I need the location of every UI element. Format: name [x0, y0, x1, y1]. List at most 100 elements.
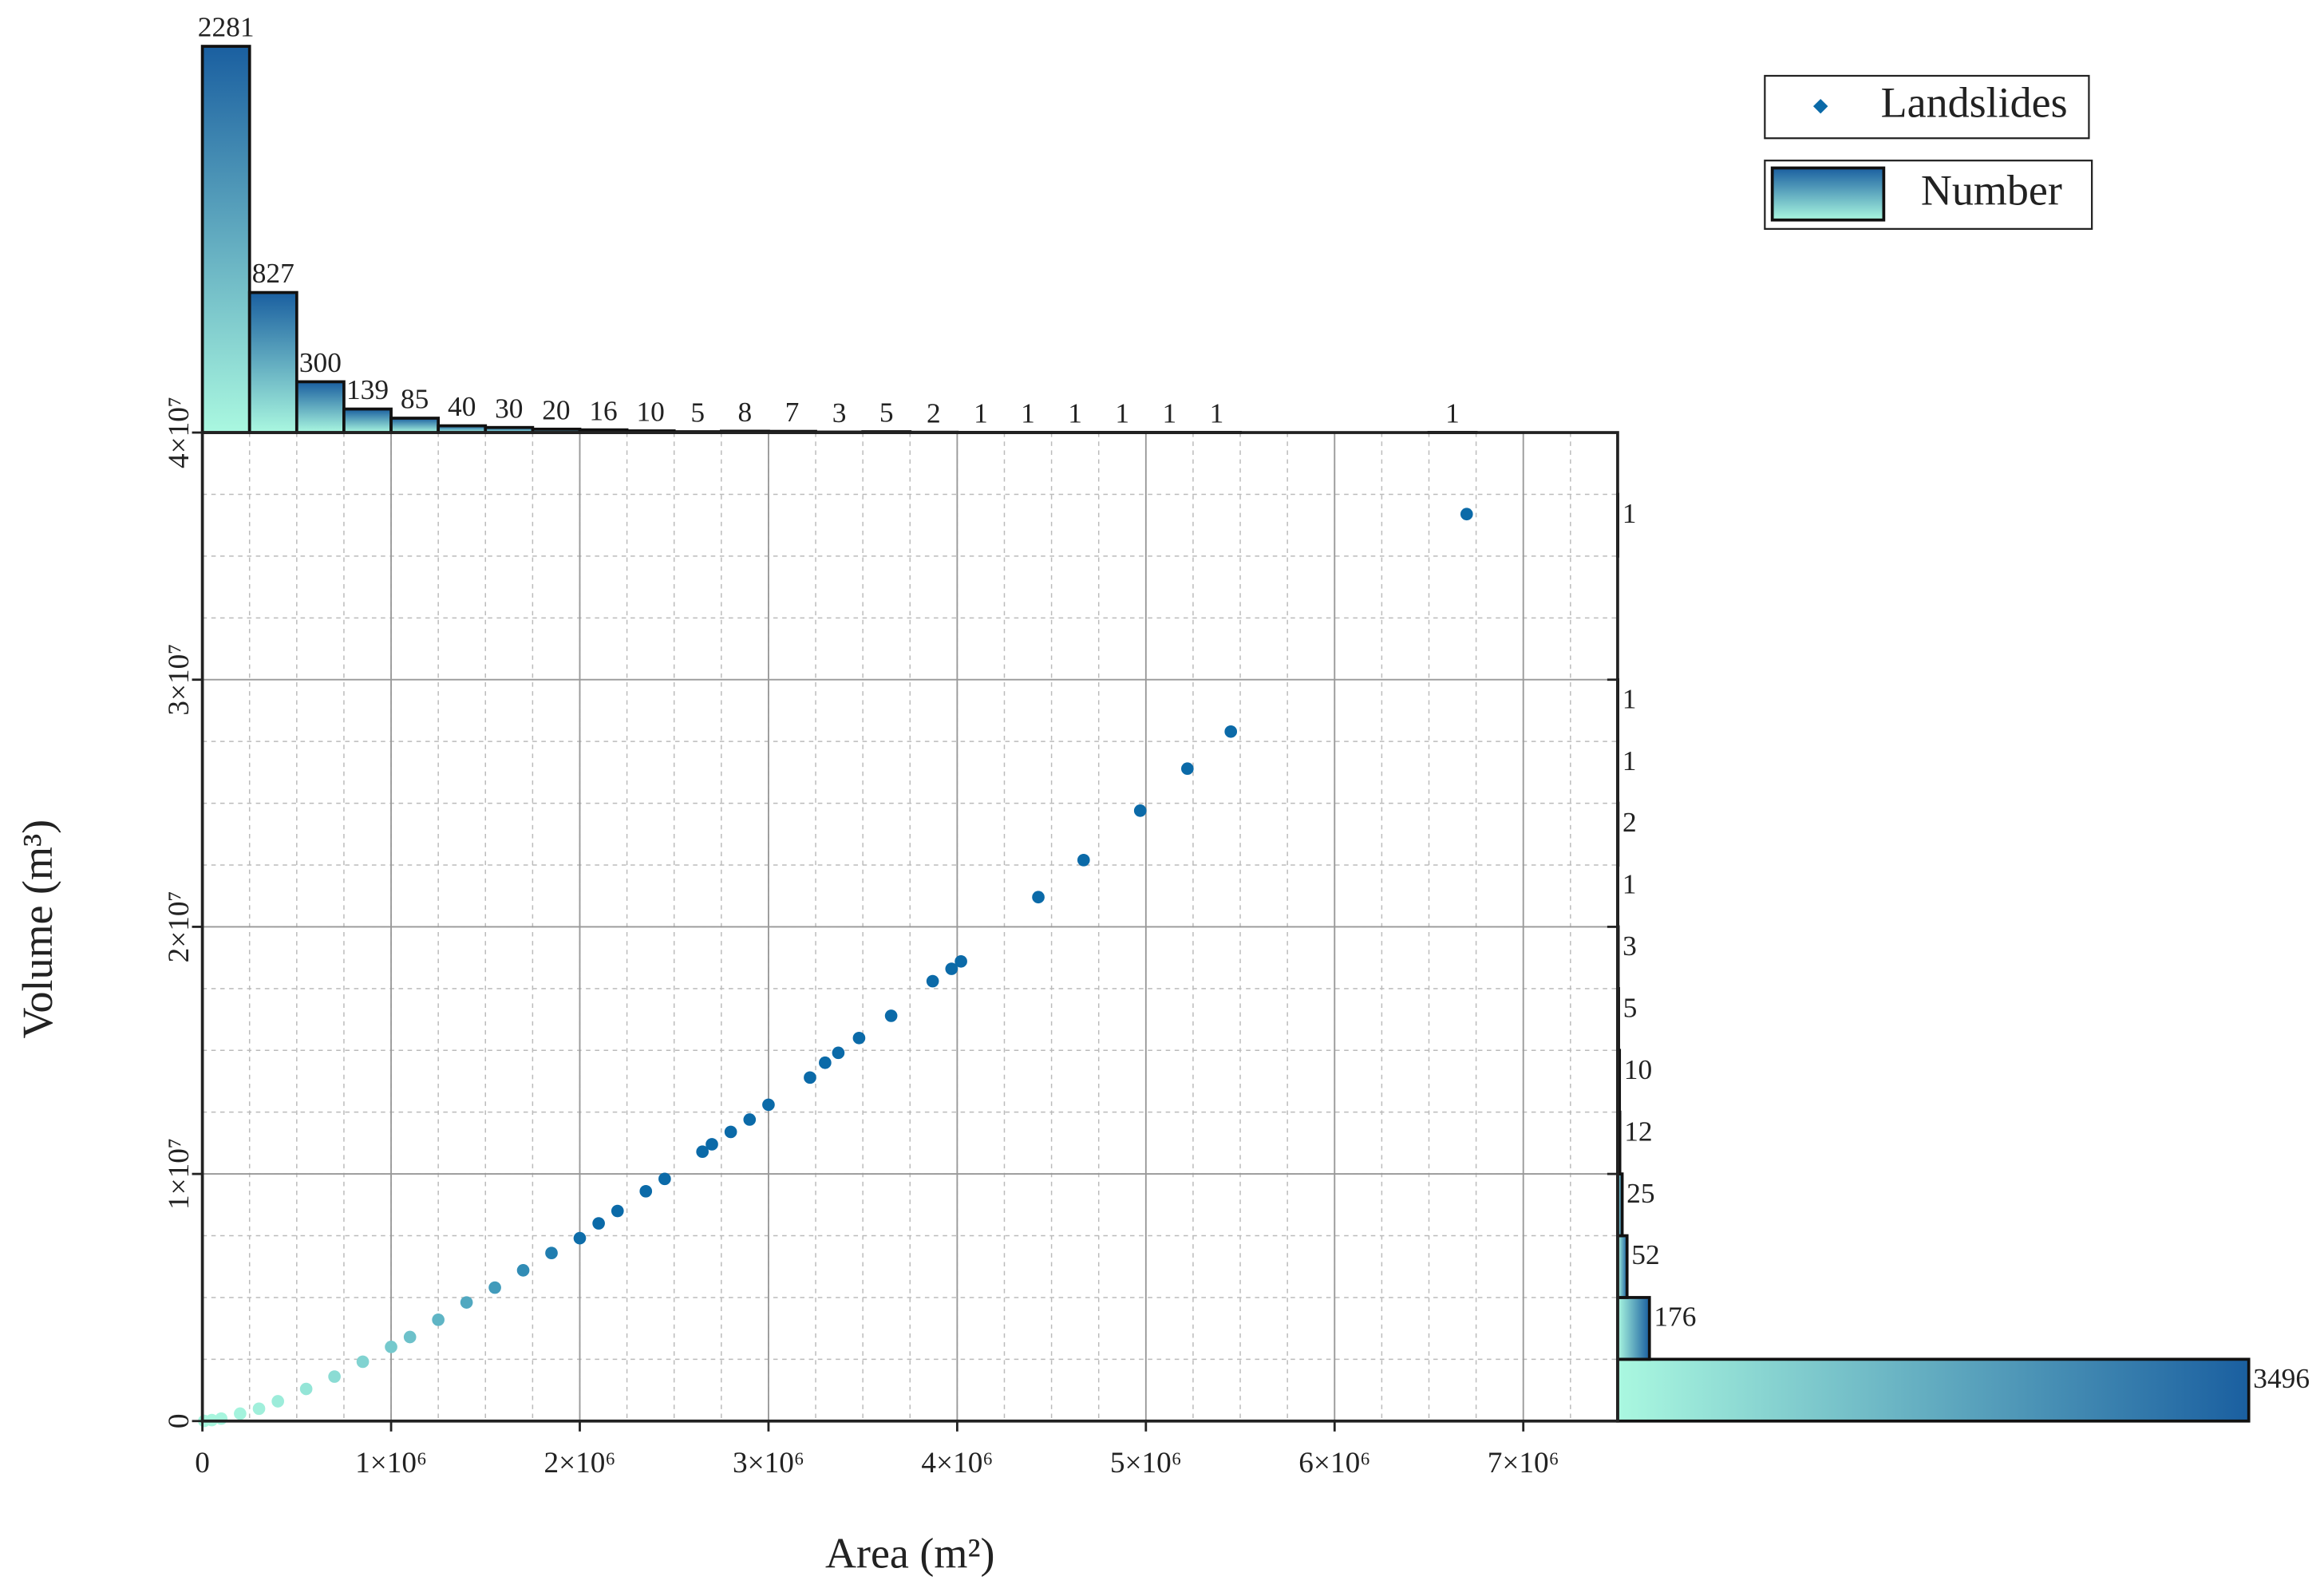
bar-label: 5 [879, 397, 894, 429]
bar-label: 5 [1623, 992, 1638, 1024]
x-tick-label: 3×10⁶ [733, 1447, 804, 1479]
legend-label: Landslides [1881, 79, 2068, 127]
bar-label: 139 [346, 373, 389, 405]
bar-label: 1 [1622, 682, 1637, 714]
bar-label: 52 [1631, 1238, 1659, 1270]
point [403, 1330, 417, 1344]
histogram-bar [247, 290, 298, 434]
point [234, 1407, 247, 1420]
point [832, 1046, 845, 1060]
point [432, 1313, 445, 1326]
point [516, 1264, 530, 1277]
y-tick-label: 3×10⁷ [163, 644, 196, 716]
bar-label: 1 [1163, 397, 1177, 429]
point [955, 954, 967, 968]
x-tick-label: 5×10⁶ [1110, 1447, 1182, 1479]
histogram-bar [1616, 1296, 1651, 1361]
point [271, 1395, 284, 1408]
x-tick-label: 6×10⁶ [1298, 1447, 1370, 1479]
bar-label: 827 [252, 257, 294, 289]
bar-label: 2 [1622, 806, 1637, 838]
point [852, 1031, 866, 1045]
x-tick-label: 2×10⁶ [544, 1447, 616, 1479]
x-tick-label: 1×10⁶ [355, 1447, 427, 1479]
point [252, 1402, 266, 1416]
histogram-bar [389, 417, 441, 434]
histogram-bar [342, 407, 393, 434]
plot-frame [200, 431, 1619, 1423]
bar-label: 85 [401, 383, 429, 415]
point [884, 1009, 898, 1022]
point [1133, 804, 1147, 817]
y-tick-label: 2×10⁷ [163, 891, 196, 962]
bar-label: 176 [1654, 1301, 1696, 1333]
bar-label: 1 [1445, 397, 1460, 429]
point [356, 1355, 370, 1369]
histogram-bar [294, 380, 346, 434]
x-tick-label: 7×10⁶ [1488, 1447, 1559, 1479]
point [611, 1204, 624, 1218]
bar-label: 1 [1021, 397, 1035, 429]
bar-label: 3 [1622, 930, 1637, 962]
bar-label: 8 [738, 396, 753, 428]
bar-label: 10 [1624, 1053, 1652, 1085]
point [945, 962, 958, 975]
point [545, 1246, 558, 1260]
point [926, 974, 939, 988]
point [488, 1281, 501, 1294]
point [460, 1296, 473, 1309]
bar-label: 1 [974, 397, 988, 429]
bar-label: 40 [448, 390, 476, 422]
point [1077, 853, 1090, 867]
legend-label: Number [1921, 166, 2062, 214]
bar-label: 7 [785, 396, 800, 428]
point [658, 1172, 671, 1186]
bar-label: 1 [1622, 497, 1637, 529]
bar-label: 1 [1115, 397, 1129, 429]
bar-label: 2281 [198, 11, 255, 43]
point [804, 1071, 816, 1084]
bar-label: 2 [927, 397, 941, 429]
bar-label: 16 [589, 394, 617, 426]
legend-swatch [1770, 166, 1886, 222]
bar-label: 25 [1626, 1177, 1654, 1209]
point [724, 1125, 737, 1139]
point [1032, 891, 1045, 904]
point [573, 1231, 587, 1245]
bar-label: 30 [495, 392, 523, 424]
point [299, 1382, 313, 1396]
point [1181, 762, 1194, 776]
x-tick-label: 4×10⁶ [921, 1447, 993, 1479]
bar-label: 1 [1210, 397, 1224, 429]
point [762, 1098, 775, 1112]
histogram-bar [200, 45, 251, 434]
point [385, 1341, 397, 1353]
bar-label: 5 [690, 397, 705, 429]
x-axis-title: Area (m²) [825, 1530, 995, 1578]
point [328, 1370, 341, 1383]
point [706, 1138, 718, 1151]
histogram-bar [1616, 1357, 2251, 1423]
point [696, 1145, 709, 1159]
y-tick-label: 4×10⁷ [163, 397, 196, 468]
legend: Landslides Number [1764, 74, 2093, 230]
x-tick-label: 0 [195, 1447, 210, 1479]
axes: 0 1×10⁶ 2×10⁶ 3×10⁶ 4×10⁶ 5×10⁶ 6×10⁶ 7×10⁶ 0 1×1… [163, 397, 1619, 1479]
point [1224, 725, 1238, 738]
point [819, 1056, 832, 1069]
bar-label: 20 [542, 393, 570, 425]
y-tick-label: 1×10⁷ [163, 1138, 196, 1210]
bar-label: 12 [1624, 1115, 1652, 1147]
point [639, 1184, 653, 1198]
bar-label: 1 [1068, 397, 1082, 429]
bar-label: 3496 [2253, 1362, 2310, 1394]
point [592, 1217, 605, 1230]
bar-label: 1 [1622, 868, 1637, 900]
point [215, 1412, 228, 1425]
y-tick-label: 0 [163, 1413, 196, 1428]
bar-label: 10 [636, 396, 664, 428]
y-axis-title: Volume (m³) [14, 820, 61, 1039]
bar-label: 300 [299, 346, 342, 378]
